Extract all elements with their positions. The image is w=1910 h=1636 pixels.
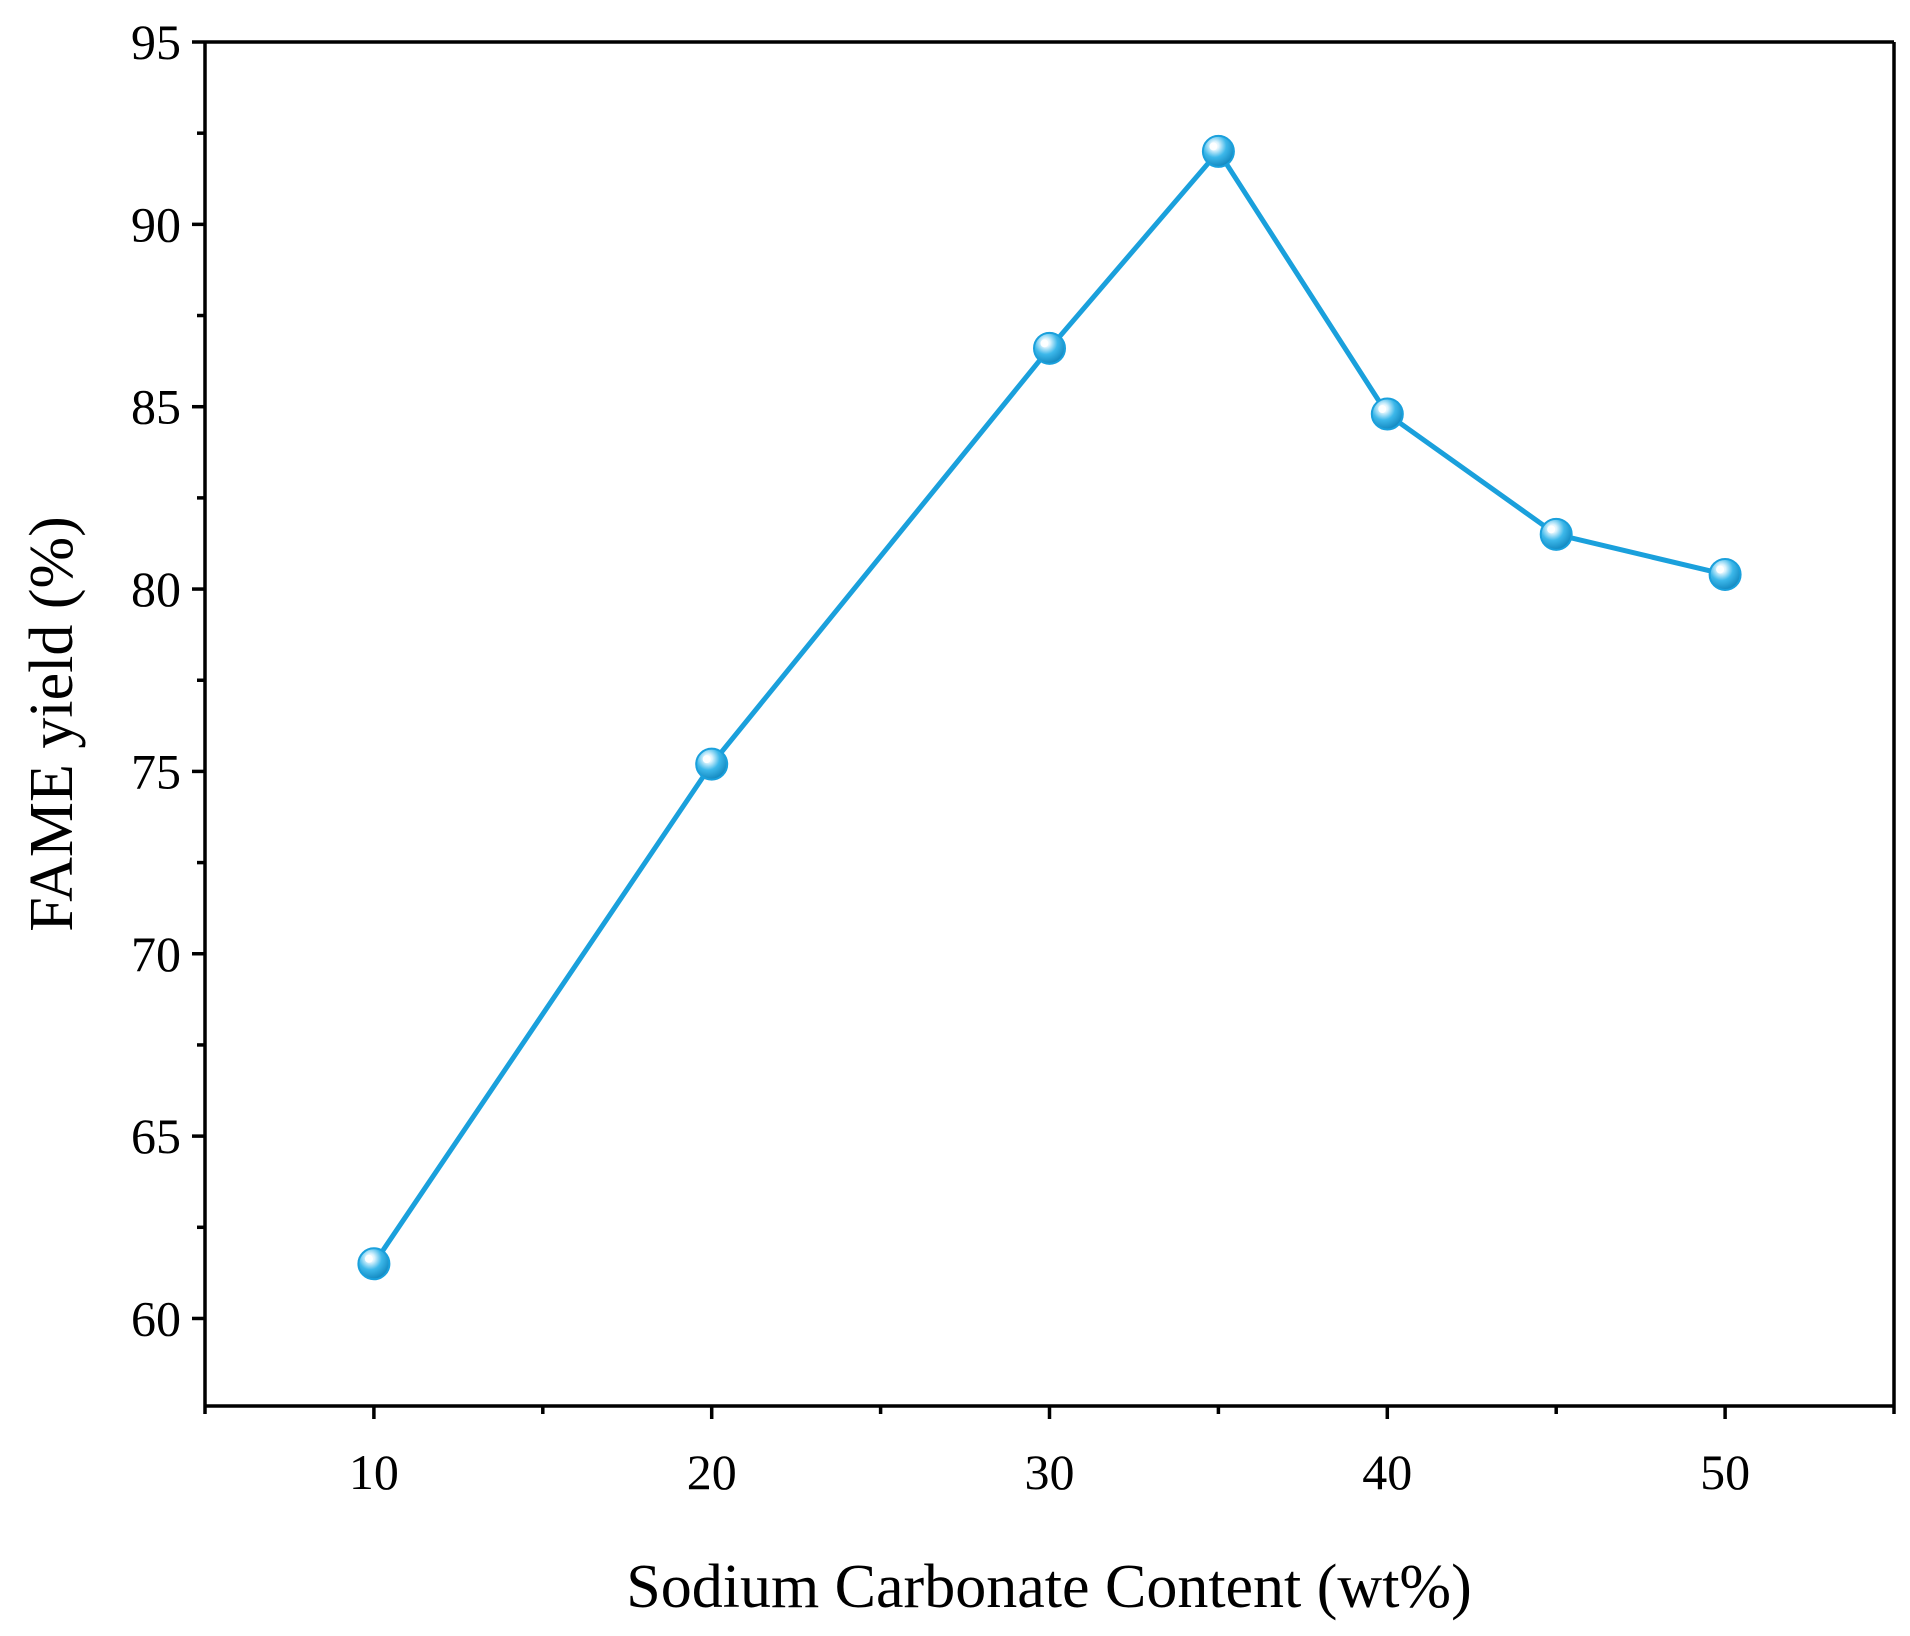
data-point: [1201, 134, 1235, 168]
x-tick-label: 40: [1362, 1444, 1412, 1500]
data-point-highlight: [1547, 525, 1556, 534]
x-tick-label: 30: [1025, 1444, 1075, 1500]
data-point: [1033, 331, 1066, 365]
data-point-highlight: [1209, 142, 1218, 151]
data-point-highlight: [702, 755, 711, 764]
plot-frame: [203, 40, 1896, 1408]
data-point-marker: [1539, 517, 1573, 551]
data-point-marker: [1033, 331, 1066, 365]
data-point-marker: [1708, 557, 1742, 591]
data-point-marker: [1370, 397, 1404, 431]
data-point-highlight: [1378, 405, 1387, 413]
series-layer: [357, 134, 1742, 1281]
data-point: [695, 747, 729, 781]
y-axis-title: FAME yield (%): [18, 516, 86, 932]
x-tick-label: 10: [349, 1444, 399, 1500]
data-point-highlight: [1716, 565, 1725, 574]
y-tick-label: 80: [131, 561, 181, 617]
data-point: [1708, 557, 1742, 591]
y-tick-label: 70: [131, 926, 181, 982]
y-tick-label: 85: [131, 379, 181, 435]
y-tick-label: 95: [131, 14, 181, 70]
data-point-highlight: [364, 1254, 373, 1263]
x-tick-label: 50: [1700, 1444, 1750, 1500]
data-point: [1370, 397, 1404, 431]
data-point: [357, 1247, 391, 1281]
series-line: [371, 148, 1728, 1267]
data-point-marker: [695, 747, 729, 781]
y-tick-label: 90: [131, 196, 181, 252]
x-axis-ticks: 10 20 30 40 50: [203, 1406, 1896, 1500]
y-tick-label: 65: [131, 1108, 181, 1164]
data-point-marker: [1201, 134, 1235, 168]
data-point-marker: [357, 1247, 391, 1281]
y-tick-label: 60: [131, 1290, 181, 1346]
data-point-highlight: [1040, 339, 1049, 348]
data-point: [1539, 517, 1573, 551]
y-tick-label: 75: [131, 743, 181, 799]
x-axis-title: Sodium Carbonate Content (wt%): [626, 1553, 1471, 1621]
y-axis-ticks: 60 65 70 75 80 85 90 95: [131, 14, 205, 1346]
x-tick-label: 20: [687, 1444, 737, 1500]
